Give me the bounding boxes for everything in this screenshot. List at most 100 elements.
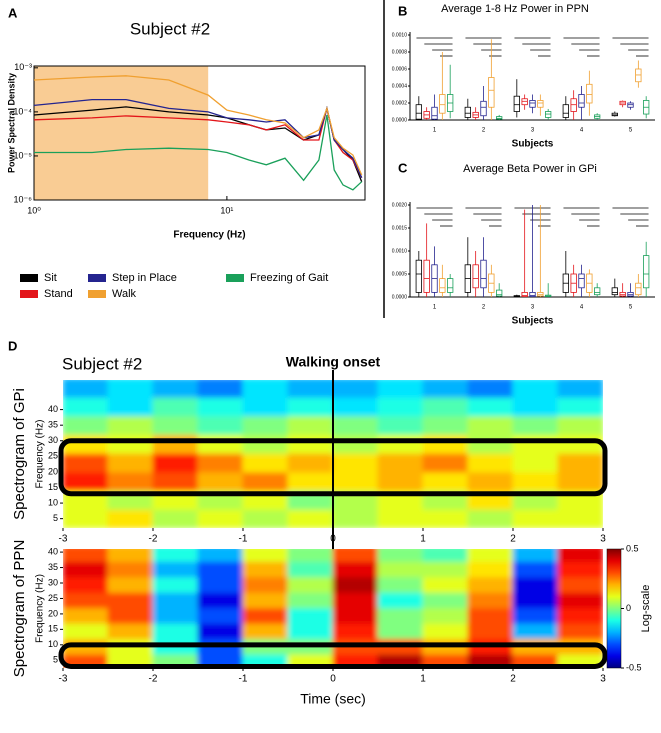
heatmap-cell: [557, 591, 603, 609]
heatmap-cell: [557, 415, 603, 436]
y-tick-label: 10: [48, 497, 58, 507]
heatmap-cells: [63, 549, 603, 668]
heatmap-cell: [467, 434, 514, 454]
y-tick-label: 0.0002: [392, 100, 408, 106]
heatmap-cell: [287, 508, 334, 528]
heatmap-cell: [467, 591, 514, 609]
heatmap-cell: [107, 560, 154, 578]
heatmap-cell: [152, 560, 199, 578]
heatmap-cell: [467, 549, 514, 562]
heatmap-cell: [377, 560, 424, 578]
panel-label: B: [398, 3, 407, 18]
heatmap-cell: [377, 607, 424, 624]
heatmap-cell: [152, 622, 199, 640]
colorbar-tick-label: -0.5: [626, 662, 642, 672]
x-tick-label: 4: [580, 128, 584, 134]
heatmap-cell: [287, 380, 334, 398]
x-tick-label: 1: [420, 534, 426, 545]
heatmap-cell: [63, 415, 109, 436]
chart-title: Subject #2: [130, 19, 210, 38]
heatmap-cell: [287, 607, 334, 624]
heatmap: [63, 549, 603, 668]
y-tick-label: 35: [48, 420, 58, 430]
heatmap-cell: [152, 415, 199, 436]
heatmap-cell: [242, 508, 289, 528]
heatmap-cell: [242, 452, 289, 473]
heatmap-cell: [422, 607, 469, 624]
heatmap-cell: [63, 622, 109, 640]
heatmap-cell: [377, 622, 424, 640]
y-tick-label: 25: [48, 451, 58, 461]
heatmap-cell: [107, 434, 154, 454]
x-axis-label: Subjects: [512, 316, 554, 327]
y-axis-sublabel: Frequency (Hz): [35, 420, 46, 489]
box-body: [562, 104, 569, 118]
heatmap-cell: [422, 380, 469, 398]
y-tick-label: 10⁻⁶: [14, 194, 33, 204]
box-body: [586, 83, 593, 104]
x-tick-label: 3: [531, 305, 535, 311]
heatmap-cell: [467, 508, 514, 528]
legend-swatch: [88, 290, 106, 298]
heatmap-cell: [512, 622, 559, 640]
box-body: [464, 106, 471, 118]
y-tick-label: 25: [48, 593, 58, 603]
box-body: [611, 287, 618, 296]
heatmap-cell: [63, 549, 109, 562]
heatmap-cell: [242, 591, 289, 609]
box-body: [439, 278, 446, 293]
heatmap-cell: [197, 508, 244, 528]
x-tick-label: 2: [510, 534, 516, 545]
chart-title: Average Beta Power in GPi: [463, 163, 597, 175]
y-tick-label: 30: [48, 577, 58, 587]
heatmap-cell: [197, 591, 244, 609]
heatmap-cell: [107, 508, 154, 528]
heatmap-cell: [152, 591, 199, 609]
legend-swatch: [20, 274, 38, 282]
box-body: [415, 259, 422, 293]
heatmap-cell: [197, 434, 244, 454]
heatmap-cell: [332, 576, 379, 593]
heatmap-cell: [107, 591, 154, 609]
y-tick-label: 5: [53, 513, 58, 523]
x-tick-label: -1: [239, 534, 248, 545]
heatmap-cell: [197, 396, 244, 417]
heatmap-cell: [512, 549, 559, 562]
heatmap-cell: [377, 471, 424, 492]
heatmap-cell: [63, 471, 109, 492]
heatmap-cell: [107, 452, 154, 473]
heatmap-cell: [63, 452, 109, 473]
heatmap-cell: [557, 452, 603, 473]
colorbar-tick-label: 0.5: [626, 543, 639, 553]
heatmap-cell: [512, 508, 559, 528]
heatmap-cell: [287, 560, 334, 578]
x-tick-label: 3: [600, 534, 606, 545]
heatmap-cell: [467, 380, 514, 398]
y-tick-label: 40: [48, 546, 58, 556]
heatmap-cell: [287, 396, 334, 417]
box-body: [619, 291, 626, 297]
heatmap-cell: [557, 549, 603, 562]
heatmap-cell: [152, 508, 199, 528]
x-tick-label: 5: [629, 305, 633, 311]
x-tick-label: 2: [510, 674, 516, 685]
legend-label: Sit: [44, 272, 57, 284]
heatmap-cell: [422, 591, 469, 609]
heatmap-cell: [287, 452, 334, 473]
heatmap-cell: [332, 434, 379, 454]
heatmap-cell: [512, 434, 559, 454]
y-tick-label: 10: [48, 639, 58, 649]
heatmap-cell: [557, 560, 603, 578]
y-tick-label: 5: [53, 655, 58, 665]
y-tick-label: 0.0000: [392, 117, 408, 123]
heatmap-cell: [422, 508, 469, 528]
heatmap-cell: [467, 471, 514, 492]
heatmap-cell: [197, 415, 244, 436]
heatmap-cell: [152, 549, 199, 562]
heatmap-cell: [287, 576, 334, 593]
heatmap-cell: [377, 549, 424, 562]
x-tick-label: 4: [580, 305, 584, 311]
y-tick-label: 0.0010: [392, 32, 408, 38]
box-body: [578, 94, 585, 108]
heatmap-cell: [377, 576, 424, 593]
